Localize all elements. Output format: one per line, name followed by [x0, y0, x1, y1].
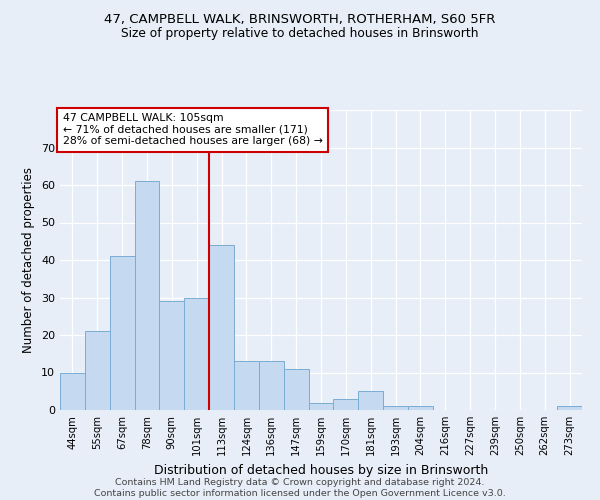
X-axis label: Distribution of detached houses by size in Brinsworth: Distribution of detached houses by size … — [154, 464, 488, 476]
Bar — [383, 406, 408, 410]
Bar — [308, 402, 334, 410]
Bar — [234, 361, 259, 410]
Bar — [358, 391, 383, 410]
Bar — [334, 399, 358, 410]
Bar — [557, 406, 582, 410]
Bar — [85, 331, 110, 410]
Bar — [110, 256, 134, 410]
Bar — [184, 298, 209, 410]
Bar — [60, 372, 85, 410]
Text: Contains HM Land Registry data © Crown copyright and database right 2024.
Contai: Contains HM Land Registry data © Crown c… — [94, 478, 506, 498]
Text: 47, CAMPBELL WALK, BRINSWORTH, ROTHERHAM, S60 5FR: 47, CAMPBELL WALK, BRINSWORTH, ROTHERHAM… — [104, 12, 496, 26]
Bar — [160, 301, 184, 410]
Text: Size of property relative to detached houses in Brinsworth: Size of property relative to detached ho… — [121, 28, 479, 40]
Bar — [209, 245, 234, 410]
Bar — [134, 181, 160, 410]
Y-axis label: Number of detached properties: Number of detached properties — [22, 167, 35, 353]
Text: 47 CAMPBELL WALK: 105sqm
← 71% of detached houses are smaller (171)
28% of semi-: 47 CAMPBELL WALK: 105sqm ← 71% of detach… — [62, 113, 322, 146]
Bar — [408, 406, 433, 410]
Bar — [259, 361, 284, 410]
Bar — [284, 369, 308, 410]
